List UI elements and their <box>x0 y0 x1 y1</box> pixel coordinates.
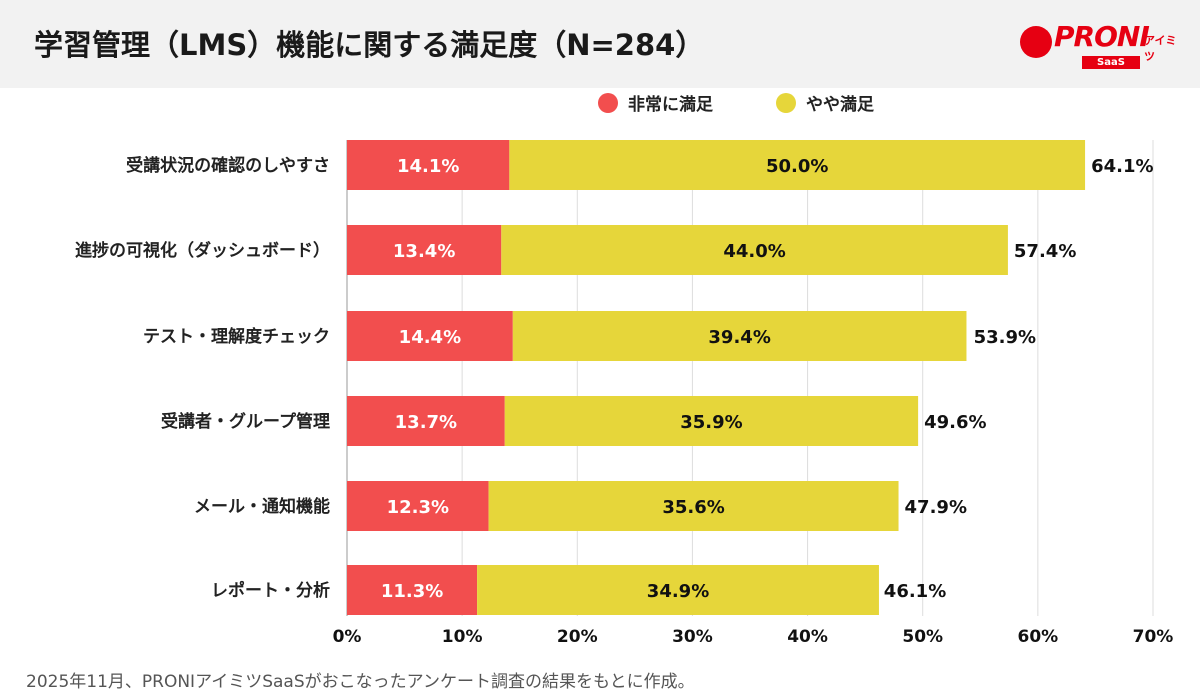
chart-title: 学習管理（LMS）機能に関する満足度（N=284） <box>34 28 705 62</box>
legend-label: 非常に満足 <box>628 95 713 115</box>
legend-swatch <box>598 92 618 113</box>
x-tick-label: 50% <box>902 627 943 647</box>
total-label: 57.4% <box>1014 241 1076 262</box>
total-label: 46.1% <box>884 581 946 602</box>
data-label: 50.0% <box>766 156 828 177</box>
logo-text: PRONI <box>1054 20 1150 53</box>
proni-logo: PRONI アイミツ SaaS <box>1020 18 1180 70</box>
category-label: 受講者・グループ管理 <box>161 411 330 432</box>
category-label: テスト・理解度チェック <box>143 326 330 347</box>
data-label: 44.0% <box>723 241 785 262</box>
bar-somewhat-satisfied <box>504 396 919 446</box>
data-label: 14.4% <box>399 327 461 348</box>
total-label: 49.6% <box>924 412 986 433</box>
x-tick-label: 20% <box>557 627 598 647</box>
data-label: 14.1% <box>397 156 459 177</box>
bar-very-satisfied <box>347 140 510 190</box>
total-label: 47.9% <box>905 497 967 518</box>
legend-very-satisfied: 非常に満足 <box>598 90 713 115</box>
logo-sub: アイミツ <box>1144 34 1177 63</box>
category-label: メール・通知機能 <box>194 496 330 517</box>
bar-very-satisfied <box>347 565 478 615</box>
legend-swatch <box>776 92 796 113</box>
data-label: 12.3% <box>387 497 449 518</box>
bar-somewhat-satisfied <box>509 140 1086 190</box>
x-tick-label: 60% <box>1018 627 1059 647</box>
bar-somewhat-satisfied <box>501 225 1008 275</box>
bar-somewhat-satisfied <box>488 481 899 531</box>
bar-very-satisfied <box>347 396 505 446</box>
x-tick-label: 70% <box>1133 627 1174 647</box>
bar-very-satisfied <box>347 225 502 275</box>
total-label: 53.9% <box>974 327 1036 348</box>
data-label: 34.9% <box>647 581 709 602</box>
legend: 非常に満足 やや満足 <box>0 90 1200 116</box>
logo-badge: SaaS <box>1082 56 1140 69</box>
header-band <box>0 0 1200 88</box>
category-label: 進捗の可視化（ダッシュボード） <box>75 240 330 261</box>
bar-very-satisfied <box>347 481 489 531</box>
bar-somewhat-satisfied <box>512 311 967 361</box>
data-label: 13.7% <box>395 412 457 433</box>
x-tick-label: 10% <box>442 627 483 647</box>
footer-note: 2025年11月、PRONIアイミツSaaSがおこなったアンケート調査の結果をも… <box>26 672 695 692</box>
category-label: レポート・分析 <box>211 580 330 601</box>
x-tick-label: 0% <box>333 627 362 647</box>
x-tick-label: 30% <box>672 627 713 647</box>
legend-label: やや満足 <box>806 95 874 115</box>
x-tick-label: 40% <box>787 627 828 647</box>
bar-somewhat-satisfied <box>477 565 879 615</box>
logo-mark-icon <box>1020 26 1052 58</box>
data-label: 39.4% <box>708 327 770 348</box>
total-label: 64.1% <box>1091 156 1153 177</box>
data-label: 35.6% <box>662 497 724 518</box>
data-label: 11.3% <box>381 581 443 602</box>
category-label: 受講状況の確認のしやすさ <box>126 155 330 176</box>
legend-somewhat-satisfied: やや満足 <box>776 90 874 115</box>
data-label: 13.4% <box>393 241 455 262</box>
bar-very-satisfied <box>347 311 513 361</box>
data-label: 35.9% <box>680 412 742 433</box>
